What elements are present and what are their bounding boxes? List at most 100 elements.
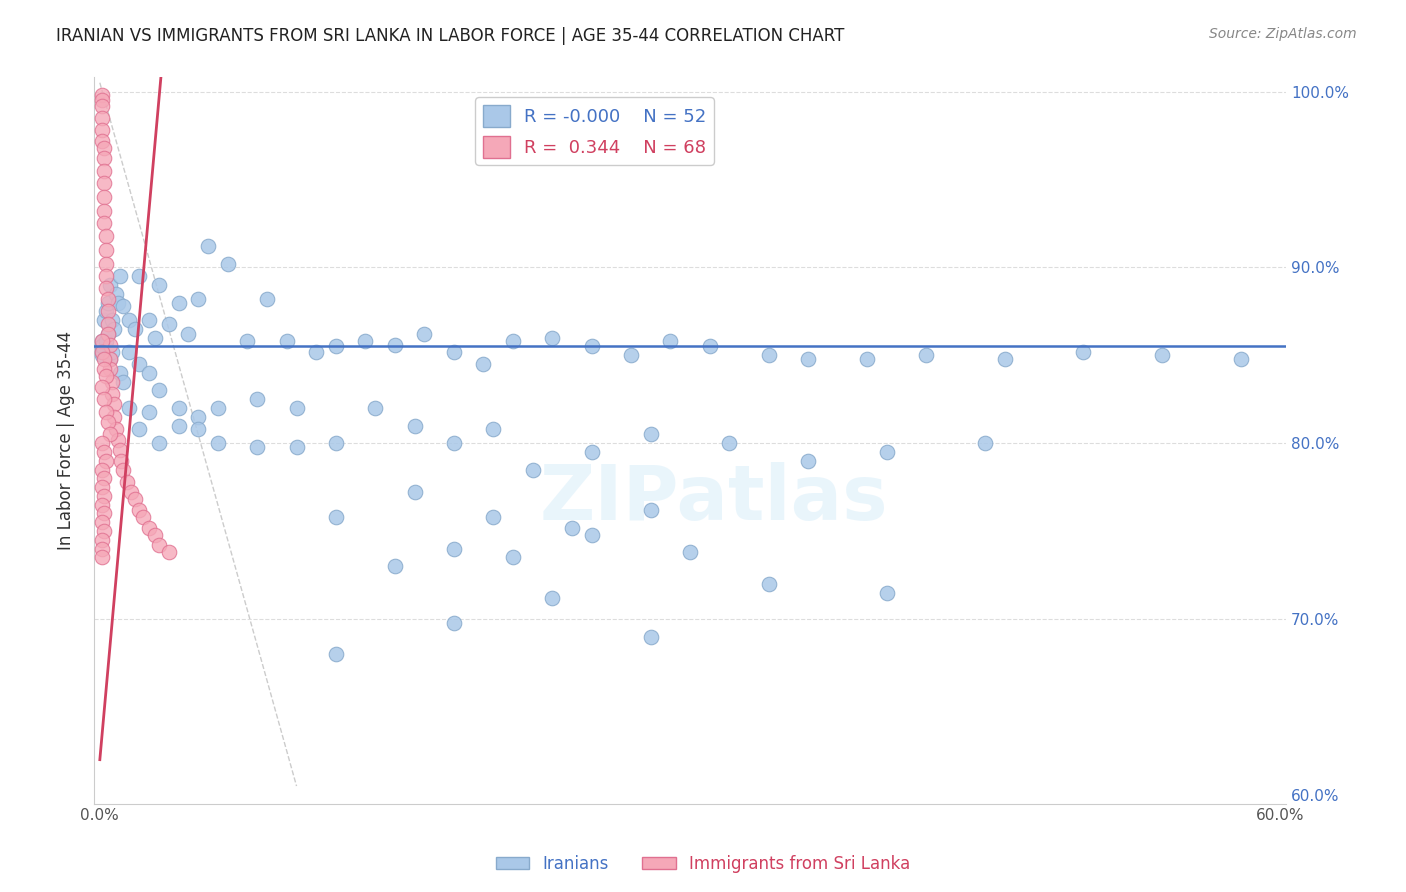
Point bbox=[124, 322, 146, 336]
Point bbox=[103, 322, 125, 336]
Point bbox=[107, 295, 129, 310]
Point bbox=[443, 436, 465, 450]
Point bbox=[90, 88, 112, 103]
Point bbox=[104, 422, 127, 436]
Point bbox=[90, 344, 112, 359]
Point bbox=[679, 545, 702, 559]
Point bbox=[90, 533, 112, 547]
Point bbox=[472, 357, 495, 371]
Point bbox=[93, 204, 115, 219]
Point bbox=[640, 427, 662, 442]
Point bbox=[384, 559, 406, 574]
Point bbox=[93, 141, 115, 155]
Point bbox=[876, 585, 898, 599]
Point bbox=[207, 401, 229, 415]
Text: Source: ZipAtlas.com: Source: ZipAtlas.com bbox=[1209, 27, 1357, 41]
Point bbox=[98, 362, 121, 376]
Point bbox=[93, 362, 115, 376]
Point bbox=[90, 516, 112, 530]
Point bbox=[143, 331, 166, 345]
Point bbox=[93, 445, 115, 459]
Point bbox=[157, 317, 180, 331]
Text: IRANIAN VS IMMIGRANTS FROM SRI LANKA IN LABOR FORCE | AGE 35-44 CORRELATION CHAR: IRANIAN VS IMMIGRANTS FROM SRI LANKA IN … bbox=[56, 27, 845, 45]
Point bbox=[128, 422, 150, 436]
Point bbox=[98, 351, 121, 366]
Point bbox=[94, 243, 117, 257]
Point bbox=[443, 541, 465, 556]
Point bbox=[90, 480, 112, 494]
Point bbox=[502, 550, 524, 565]
Point bbox=[93, 151, 115, 165]
Point bbox=[915, 348, 938, 362]
Point bbox=[325, 436, 347, 450]
Point bbox=[128, 269, 150, 284]
Point bbox=[1150, 348, 1173, 362]
Point bbox=[305, 344, 328, 359]
Point bbox=[443, 344, 465, 359]
Point bbox=[97, 327, 120, 342]
Point bbox=[148, 277, 170, 292]
Point bbox=[120, 485, 142, 500]
Y-axis label: In Labor Force | Age 35-44: In Labor Force | Age 35-44 bbox=[58, 331, 75, 550]
Point bbox=[659, 334, 682, 348]
Point bbox=[404, 485, 426, 500]
Point bbox=[90, 344, 112, 359]
Point bbox=[482, 510, 505, 524]
Point bbox=[93, 216, 115, 230]
Point bbox=[187, 409, 209, 424]
Point bbox=[256, 292, 278, 306]
Point bbox=[167, 418, 190, 433]
Point bbox=[413, 327, 436, 342]
Point bbox=[138, 366, 160, 380]
Point bbox=[177, 327, 200, 342]
Point bbox=[974, 436, 997, 450]
Point bbox=[325, 510, 347, 524]
Point bbox=[97, 292, 120, 306]
Point bbox=[90, 380, 112, 394]
Point bbox=[94, 334, 117, 348]
Point bbox=[364, 401, 387, 415]
Point bbox=[94, 228, 117, 243]
Point bbox=[581, 445, 603, 459]
Point bbox=[93, 489, 115, 503]
Point bbox=[246, 440, 269, 454]
Point bbox=[640, 630, 662, 644]
Point bbox=[620, 348, 643, 362]
Point bbox=[1229, 351, 1251, 366]
Point bbox=[138, 404, 160, 418]
Point bbox=[93, 351, 115, 366]
Point bbox=[90, 339, 112, 353]
Point bbox=[93, 190, 115, 204]
Point bbox=[90, 339, 112, 353]
Point bbox=[93, 176, 115, 190]
Point bbox=[108, 366, 131, 380]
Point bbox=[124, 492, 146, 507]
Point bbox=[118, 344, 141, 359]
Point bbox=[640, 503, 662, 517]
Point bbox=[797, 351, 820, 366]
Point bbox=[90, 111, 112, 125]
Point bbox=[876, 445, 898, 459]
Point bbox=[98, 277, 121, 292]
Point bbox=[132, 510, 155, 524]
Point bbox=[502, 334, 524, 348]
Point bbox=[128, 503, 150, 517]
Point bbox=[758, 348, 780, 362]
Point bbox=[94, 454, 117, 468]
Point bbox=[197, 239, 219, 253]
Point bbox=[443, 615, 465, 630]
Point bbox=[112, 299, 135, 313]
Point bbox=[285, 440, 308, 454]
Point bbox=[90, 550, 112, 565]
Point bbox=[325, 647, 347, 661]
Point bbox=[107, 433, 129, 447]
Point bbox=[699, 339, 721, 353]
Point bbox=[217, 257, 239, 271]
Point bbox=[718, 436, 741, 450]
Point bbox=[100, 387, 122, 401]
Point bbox=[93, 471, 115, 485]
Point bbox=[246, 392, 269, 407]
Point bbox=[187, 292, 209, 306]
Point bbox=[90, 98, 112, 112]
Point bbox=[157, 545, 180, 559]
